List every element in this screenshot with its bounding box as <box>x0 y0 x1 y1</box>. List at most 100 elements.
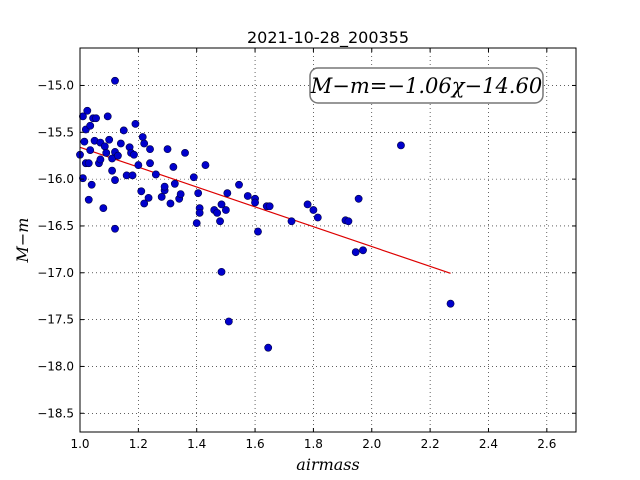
data-point <box>216 217 224 226</box>
data-point <box>96 155 105 164</box>
data-point <box>128 171 137 180</box>
data-point <box>140 199 149 208</box>
data-point <box>213 208 222 217</box>
x-tick-label: 1.6 <box>246 437 265 451</box>
x-tick-label: 1.2 <box>129 437 148 451</box>
data-point <box>235 180 243 189</box>
data-point <box>84 195 93 204</box>
data-point <box>99 204 108 213</box>
plot-frame <box>79 47 577 433</box>
data-point <box>80 137 89 146</box>
data-point <box>146 145 154 154</box>
data-point <box>201 161 210 169</box>
data-point <box>192 219 201 228</box>
data-point <box>313 213 322 222</box>
data-point <box>100 142 109 151</box>
data-point <box>111 224 119 233</box>
data-point <box>446 299 455 308</box>
plot-area <box>80 48 576 432</box>
data-point <box>303 200 312 209</box>
data-point <box>157 193 166 201</box>
data-point <box>354 194 363 203</box>
x-tick-label: 1.8 <box>304 437 323 451</box>
fit-equation-annotation: M−m=−1.06χ−14.60 <box>309 67 544 104</box>
data-point <box>351 248 360 257</box>
data-point <box>131 119 140 128</box>
data-point <box>146 159 154 168</box>
data-point <box>151 170 160 179</box>
data-point <box>194 189 203 198</box>
data-point <box>344 217 353 226</box>
data-point <box>92 114 100 123</box>
data-point <box>309 206 318 214</box>
y-tick-label: −15.5 <box>37 125 74 139</box>
data-point <box>102 148 111 157</box>
data-point <box>170 179 179 188</box>
y-tick-label: −16.5 <box>37 219 74 233</box>
data-point <box>251 198 259 207</box>
data-points <box>76 76 455 352</box>
x-tick-label: 1.0 <box>70 437 89 451</box>
x-tick-label: 2.6 <box>537 437 556 451</box>
chart-title: 2021-10-28_200355 <box>247 28 409 48</box>
data-point <box>163 145 172 154</box>
data-point <box>264 343 273 352</box>
data-point <box>166 199 175 208</box>
data-point <box>83 106 92 115</box>
data-point <box>116 139 125 148</box>
data-point <box>138 133 147 141</box>
annotation-text: M−m=−1.06χ−14.60 <box>310 74 542 98</box>
data-point <box>176 190 185 199</box>
y-tick-label: −15.0 <box>37 78 74 92</box>
data-point <box>137 187 146 196</box>
y-tick-label: −17.5 <box>37 313 74 327</box>
ticks: 1.0 1.2 1.4 1.6 1.8 2.0 2.2 2.4 2.6 −15.0 −15.5 −16… <box>37 48 576 451</box>
data-point <box>140 139 149 148</box>
data-point <box>169 163 178 171</box>
y-tick-label: −16.0 <box>37 172 74 186</box>
data-point <box>217 267 226 276</box>
grid <box>79 48 576 432</box>
data-point <box>265 202 274 211</box>
y-tick-label: −18.5 <box>37 406 74 420</box>
annotation-box <box>309 67 544 104</box>
fit-layer <box>79 146 451 274</box>
y-tick-label: −17.0 <box>37 266 74 280</box>
data-point <box>160 182 169 191</box>
data-point <box>243 192 252 200</box>
data-point <box>87 180 96 189</box>
data-point <box>221 206 230 214</box>
data-point <box>86 121 95 130</box>
x-axis-label: airmass <box>296 455 359 474</box>
x-tick-label: 2.4 <box>479 437 498 451</box>
data-point <box>103 112 112 121</box>
y-axis-label: M−m <box>13 218 32 264</box>
data-point <box>224 317 233 326</box>
data-point <box>114 151 122 160</box>
data-point <box>105 135 114 144</box>
data-point <box>79 174 87 183</box>
data-point <box>359 246 367 255</box>
data-point <box>86 146 95 154</box>
y-tick-label: −18.0 <box>37 359 74 373</box>
data-point <box>111 76 119 85</box>
data-point <box>130 150 138 159</box>
fit-line <box>79 146 451 274</box>
data-point <box>223 189 232 198</box>
data-point <box>181 148 189 157</box>
data-point <box>397 141 405 150</box>
x-tick-label: 2.2 <box>421 437 440 451</box>
data-point <box>287 217 296 226</box>
data-point <box>195 208 204 217</box>
data-point <box>84 159 93 168</box>
data-point <box>108 166 116 175</box>
data-point <box>134 161 143 169</box>
x-tick-label: 2.0 <box>362 437 381 451</box>
data-point <box>144 193 153 202</box>
data-point <box>254 227 262 236</box>
data-point <box>79 112 87 121</box>
data-point <box>111 176 119 184</box>
x-tick-label: 1.4 <box>187 437 206 451</box>
data-point <box>189 173 198 182</box>
